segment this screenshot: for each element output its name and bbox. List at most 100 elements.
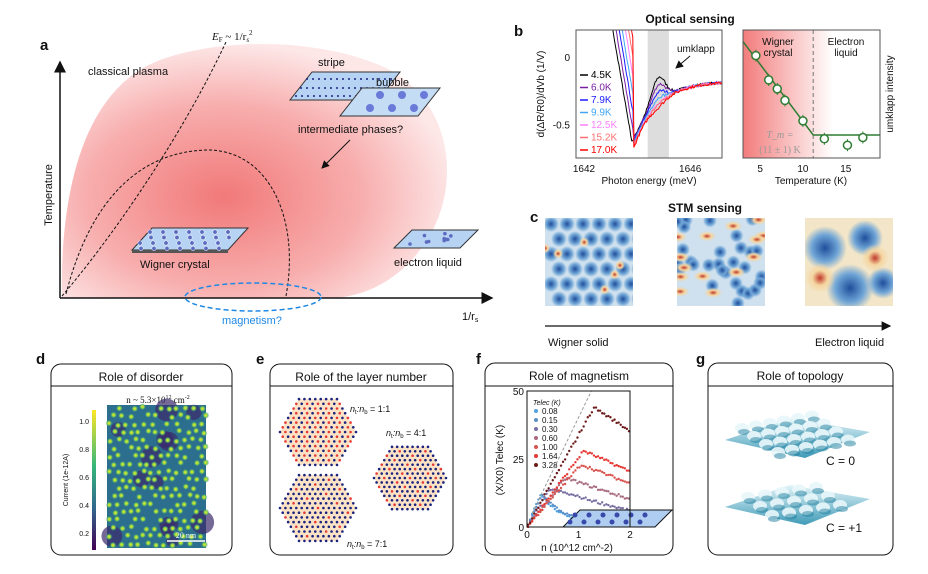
top-layer-site (421, 481, 425, 484)
electron-peak (146, 531, 154, 539)
data-point (539, 504, 542, 507)
bottom-layer-site (308, 435, 312, 439)
x-axis-label: Photon energy (meV) (601, 176, 696, 187)
electron-peak (152, 507, 160, 515)
top-layer-site (305, 440, 309, 443)
data-point (539, 508, 542, 511)
data-point (588, 465, 592, 469)
electron-peak (194, 444, 202, 452)
data-point (594, 468, 598, 472)
bottom-layer-site (311, 402, 314, 406)
bottom-layer-site (398, 467, 402, 471)
bottom-layer-site (400, 463, 404, 466)
data-point (539, 501, 542, 505)
bottom-layer-site (305, 525, 309, 529)
bottom-layer-site (330, 530, 333, 533)
stm-blob (567, 291, 583, 306)
wigner-crystal-region-label: crystal (764, 48, 793, 59)
bottom-layer-site (286, 492, 290, 496)
surface-valley (807, 499, 819, 506)
stm-blob (583, 291, 599, 306)
electron-peak (180, 500, 188, 508)
bottom-layer-site (311, 440, 314, 443)
bottom-layer-site (297, 492, 301, 496)
surface-valley (830, 443, 842, 449)
bottom-layer-site (421, 490, 425, 493)
electron-peak (109, 541, 117, 549)
electron-peak (198, 405, 206, 413)
data-point (615, 494, 618, 497)
legend-marker (534, 445, 538, 449)
top-layer-site (284, 440, 287, 443)
electron-dot (174, 235, 180, 240)
bottom-layer-site (403, 494, 407, 498)
bottom-layer-site (343, 516, 347, 519)
bottom-layer-site (308, 454, 312, 457)
bottom-layer-site (303, 483, 306, 486)
data-point (619, 465, 622, 469)
bottom-layer-site (408, 449, 412, 453)
data-point (559, 479, 563, 482)
data-point (780, 95, 790, 106)
bottom-layer-site (382, 467, 386, 471)
electron-dot (202, 240, 208, 246)
electron-peak (155, 468, 163, 476)
electron-peak (189, 485, 197, 493)
data-point (551, 488, 554, 491)
data-point (600, 501, 604, 504)
electron-peak (193, 475, 201, 483)
data-point (600, 470, 604, 474)
electron-dot (176, 240, 182, 246)
bottom-layer-site (429, 494, 432, 498)
electron-peak (164, 532, 172, 540)
data-point (570, 445, 573, 448)
top-layer-site (403, 485, 407, 489)
data-point (592, 454, 596, 457)
bottom-layer-site (319, 435, 323, 439)
bottom-layer-site (341, 511, 344, 515)
data-point (545, 489, 548, 493)
colorbar-label: Current (1e-12A) (63, 454, 70, 507)
bottom-layer-site (286, 501, 290, 505)
data-point (557, 489, 561, 492)
bottom-layer-site (390, 454, 394, 458)
data-point (565, 453, 569, 456)
data-point (798, 116, 808, 126)
electron-peak (181, 468, 189, 476)
electron-dot (190, 246, 196, 251)
plot-frame (742, 29, 881, 159)
electron-peak (135, 493, 143, 501)
electron-peak (179, 532, 187, 540)
electron-peak (168, 492, 176, 500)
bottom-layer-site (346, 520, 350, 524)
electron-dot (138, 246, 144, 251)
data-point (541, 504, 544, 507)
electron-peak (190, 499, 198, 507)
spectrum-line (627, 30, 722, 148)
bottom-layer-site (289, 516, 293, 519)
bottom-layer-site (424, 503, 427, 507)
bottom-layer-site (292, 530, 295, 533)
electron-dot (572, 512, 578, 518)
electron-peak (152, 541, 160, 549)
data-point (621, 506, 624, 510)
top-layer-site (349, 497, 352, 500)
data-point (580, 481, 583, 484)
data-point (611, 419, 614, 422)
bottom-layer-site (418, 467, 422, 471)
top-layer-site (338, 449, 342, 453)
surface-valley (792, 429, 804, 436)
data-point (533, 512, 536, 515)
data-point (574, 440, 577, 443)
bottom-layer-site (395, 498, 399, 502)
electron-dot (443, 231, 447, 236)
top-layer-site (294, 421, 298, 424)
electron-peak (122, 483, 130, 491)
stm-blob (559, 276, 575, 292)
legend-marker (534, 427, 538, 431)
electron-peak (157, 404, 165, 412)
data-point (582, 497, 585, 500)
electron-dot (442, 236, 446, 241)
data-point (590, 452, 594, 455)
bottom-layer-site (319, 416, 323, 420)
